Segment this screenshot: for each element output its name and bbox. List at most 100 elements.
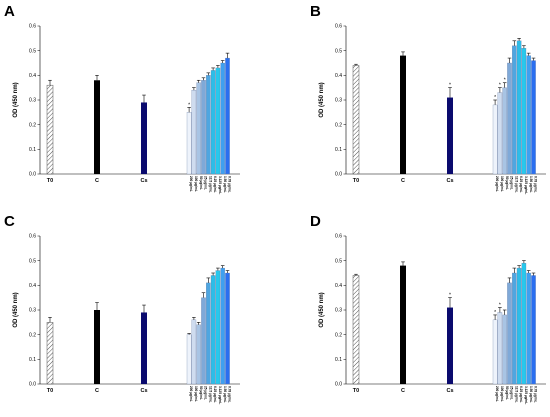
bar-conc-3 <box>201 297 206 385</box>
y-tick-label: 0.1 <box>29 357 36 363</box>
y-tick-label: 0.0 <box>29 172 36 178</box>
x-category-label: Cs <box>446 388 453 394</box>
bar-cs <box>447 307 453 384</box>
concentration-label: 12.5 µg/mL <box>208 386 212 403</box>
concentration-label: 6.25 µg/mL <box>213 386 217 403</box>
significance-marker: * <box>494 310 496 316</box>
x-category-label: C <box>95 178 99 184</box>
panel-a: A 0.0 0.1 0.2 0.3 0.4 0.5 0.6 OD (450 nm) T0 C Cs * 2… <box>4 3 240 194</box>
bar-conc-1 <box>191 89 197 175</box>
bar-conc-4 <box>206 75 211 175</box>
concentration-label: 50 µg/mL <box>199 386 203 400</box>
bar-t0 <box>352 275 360 385</box>
bar-conc-6 <box>521 262 527 385</box>
panel-c: C 0.0 0.1 0.2 0.3 0.4 0.5 0.6 OD (450 nm) T0 C Cs 20… <box>4 213 240 404</box>
y-tick-label: 0.5 <box>335 258 342 264</box>
y-tick-label: 0.2 <box>335 332 342 338</box>
significance-marker: * <box>188 102 190 108</box>
concentration-label: 6.25 µg/mL <box>213 176 217 193</box>
x-category-label: T0 <box>47 178 53 184</box>
concentration-label: 200 µg/mL <box>189 176 193 192</box>
y-axis-label: OD (450 nm) <box>13 82 19 117</box>
bar-conc-3 <box>507 62 512 175</box>
concentration-label: 1.56 µg/mL <box>223 386 227 403</box>
y-tick-label: 0.4 <box>335 73 342 79</box>
y-tick-label: 0.0 <box>335 382 342 388</box>
bar-t0 <box>46 322 54 385</box>
y-tick-label: 0.6 <box>335 24 342 30</box>
bar-conc-0 <box>186 334 192 385</box>
y-tick-label: 0.3 <box>29 308 36 314</box>
x-category-label: Cs <box>446 178 453 184</box>
bar-conc-5 <box>516 40 522 175</box>
bar-c <box>94 80 100 174</box>
concentration-label: 12.5 µg/mL <box>514 176 518 193</box>
bar-conc-2 <box>502 314 507 385</box>
panel-letter: C <box>4 213 15 230</box>
panel-b: B 0.0 0.1 0.2 0.3 0.4 0.5 0.6 OD (450 nm) T0 C * Cs *… <box>310 3 546 194</box>
y-axis-label: OD (450 nm) <box>319 292 325 327</box>
concentration-label: 50 µg/mL <box>199 176 203 190</box>
bar-conc-1 <box>497 312 503 385</box>
panel-letter: A <box>4 3 15 20</box>
y-tick-label: 0.3 <box>335 308 342 314</box>
bar-conc-6 <box>215 67 221 175</box>
bar-conc-4 <box>512 272 517 385</box>
bar-cs <box>141 312 147 384</box>
concentration-label: 25 µg/mL <box>204 386 208 400</box>
bar-conc-5 <box>210 70 216 175</box>
concentration-label: 100 µg/mL <box>500 176 504 192</box>
x-category-label: C <box>95 388 99 394</box>
concentration-label: 1.56 µg/mL <box>529 386 533 403</box>
y-tick-label: 0.2 <box>29 122 36 128</box>
x-category-label: C <box>401 178 405 184</box>
x-category-label: T0 <box>353 178 359 184</box>
y-tick-label: 0.2 <box>335 122 342 128</box>
y-axis-label: OD (450 nm) <box>319 82 325 117</box>
concentration-label: 100 µg/mL <box>500 386 504 402</box>
concentration-label: 100 µg/mL <box>194 176 198 192</box>
y-tick-label: 0.5 <box>29 258 36 264</box>
y-tick-label: 0.3 <box>29 98 36 104</box>
bar-conc-2 <box>196 324 201 385</box>
bar-conc-7 <box>220 267 225 385</box>
concentration-label: 6.25 µg/mL <box>519 176 523 193</box>
x-category-label: Cs <box>140 178 147 184</box>
bar-conc-0 <box>492 319 498 385</box>
concentration-label: 3.125 µg/mL <box>524 386 528 404</box>
bar-conc-4 <box>206 282 211 385</box>
y-tick-label: 0.3 <box>335 98 342 104</box>
y-tick-label: 0.5 <box>335 48 342 54</box>
y-tick-label: 0.0 <box>29 382 36 388</box>
x-category-label: T0 <box>353 388 359 394</box>
significance-marker: * <box>449 293 451 299</box>
concentration-label: 6.25 µg/mL <box>519 386 523 403</box>
bar-conc-2 <box>196 82 201 175</box>
y-tick-label: 0.6 <box>335 234 342 240</box>
x-category-label: Cs <box>140 388 147 394</box>
concentration-label: 200 µg/mL <box>189 386 193 402</box>
concentration-label: 0.78 µg/mL <box>534 386 538 403</box>
y-tick-label: 0.0 <box>335 172 342 178</box>
concentration-label: 100 µg/mL <box>194 386 198 402</box>
significance-marker: * <box>449 83 451 89</box>
bar-conc-4 <box>512 45 517 175</box>
concentration-label: 50 µg/mL <box>505 176 509 190</box>
concentration-label: 25 µg/mL <box>510 176 514 190</box>
y-tick-label: 0.4 <box>29 73 36 79</box>
y-tick-label: 0.5 <box>29 48 36 54</box>
concentration-label: 3.125 µg/mL <box>218 176 222 194</box>
panel-letter: B <box>310 3 321 20</box>
concentration-label: 200 µg/mL <box>495 386 499 402</box>
concentration-label: 3.125 µg/mL <box>218 386 222 404</box>
y-tick-label: 0.4 <box>29 283 36 289</box>
bar-conc-8 <box>225 57 230 175</box>
y-tick-label: 0.4 <box>335 283 342 289</box>
bar-c <box>400 265 406 384</box>
significance-marker: * <box>504 78 506 84</box>
bar-conc-0 <box>186 112 192 175</box>
bar-conc-7 <box>220 62 225 175</box>
x-category-label: C <box>401 388 405 394</box>
bar-cs <box>141 102 147 174</box>
y-axis-label: OD (450 nm) <box>13 292 19 327</box>
